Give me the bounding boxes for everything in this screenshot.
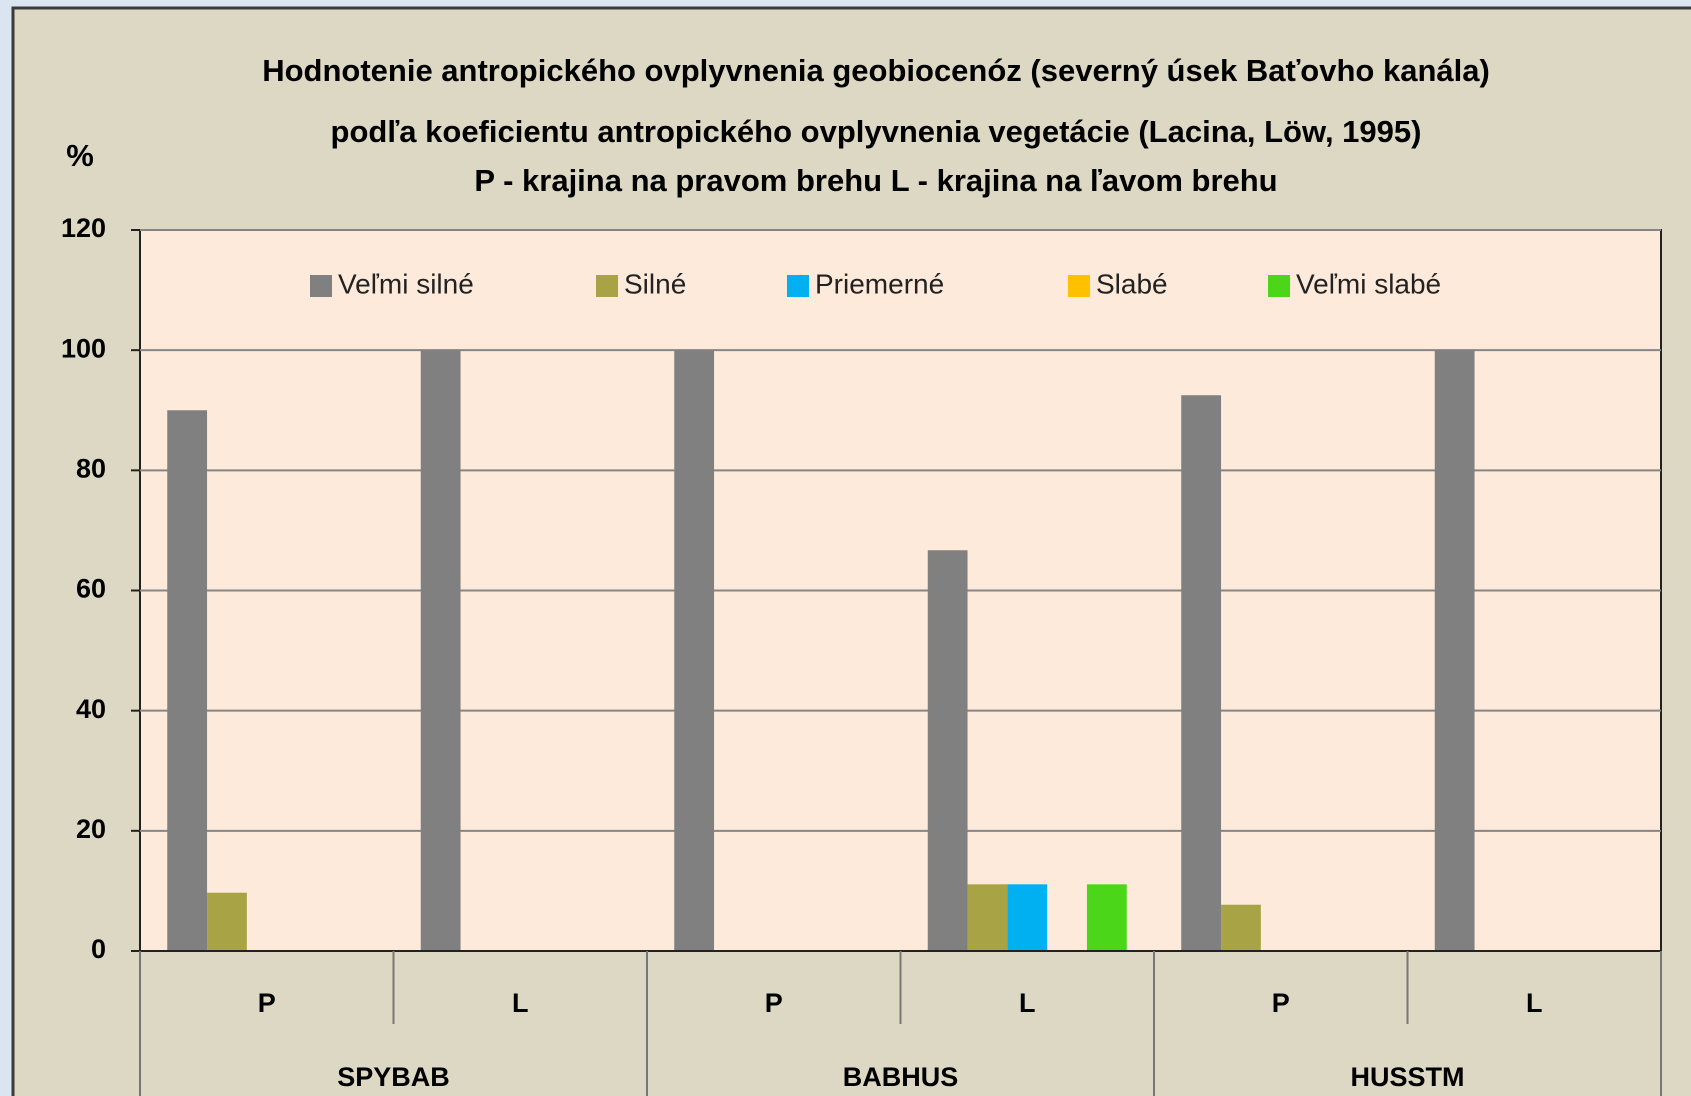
bar — [1007, 884, 1048, 951]
legend-swatch — [310, 275, 332, 297]
legend-swatch — [596, 275, 618, 297]
legend-label: Veľmi silné — [338, 268, 474, 299]
legend-swatch — [1068, 275, 1090, 297]
bar — [167, 410, 208, 951]
x-tick-label: P — [258, 988, 276, 1018]
y-tick-label: 60 — [76, 574, 106, 604]
bar — [674, 350, 715, 952]
chart-subtitle: P - krajina na pravom brehu L - krajina … — [474, 163, 1277, 198]
legend-swatch — [1268, 275, 1290, 297]
legend-label: Veľmi slabé — [1296, 268, 1441, 299]
x-tick-label: P — [765, 988, 783, 1018]
bar — [927, 550, 968, 951]
bar — [207, 892, 247, 951]
y-tick-label: 80 — [76, 453, 106, 483]
chart-title: Hodnotenie antropického ovplyvnenia geob… — [262, 53, 1490, 88]
legend-label: Priemerné — [815, 268, 944, 299]
legend-label: Slabé — [1096, 268, 1168, 299]
group-label: SPYBAB — [337, 1062, 450, 1092]
bar — [967, 884, 1008, 951]
group-label: BABHUS — [843, 1062, 959, 1092]
chart-title: podľa koeficientu antropického ovplyvnen… — [331, 114, 1422, 149]
bar — [420, 350, 461, 952]
bar — [1221, 904, 1261, 951]
group-label: HUSSTM — [1351, 1062, 1465, 1092]
bar — [1086, 884, 1127, 951]
y-tick-label: 0 — [91, 934, 106, 964]
legend-label: Silné — [624, 268, 686, 299]
y-axis-label: % — [66, 138, 94, 173]
x-tick-label: P — [1272, 988, 1290, 1018]
bar — [1181, 395, 1222, 952]
y-tick-label: 40 — [76, 694, 106, 724]
bar — [1434, 350, 1475, 952]
x-tick-label: L — [1019, 988, 1036, 1018]
x-tick-label: L — [1526, 988, 1543, 1018]
y-tick-label: 120 — [61, 213, 106, 243]
y-tick-label: 20 — [76, 814, 106, 844]
x-tick-label: L — [512, 988, 529, 1018]
y-tick-label: 100 — [61, 333, 106, 363]
legend-swatch — [787, 275, 809, 297]
